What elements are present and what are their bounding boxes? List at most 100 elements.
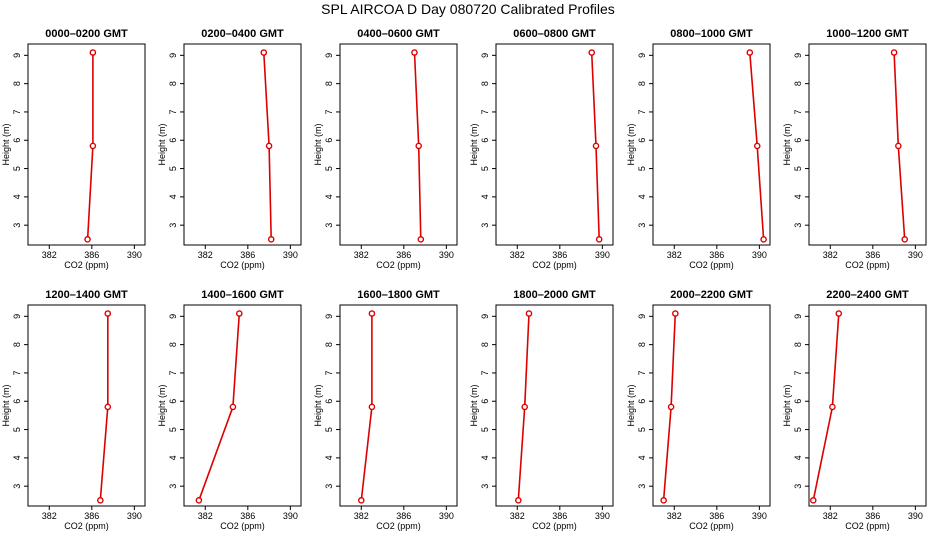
y-tick-label: 4	[793, 194, 803, 199]
data-point	[104, 403, 112, 411]
y-tick-label: 3	[793, 223, 803, 228]
x-axis-label: CO2 (ppm)	[845, 260, 890, 270]
y-tick-label: 6	[168, 399, 178, 404]
x-tick-label: 386	[396, 250, 411, 260]
panel-title: 2000–2200 GMT	[670, 289, 753, 301]
y-tick-label: 8	[480, 342, 490, 347]
y-tick-label: 5	[324, 166, 334, 171]
chart-panel: 2200–2400 GMT 382 386 390 3 4 5 6 7 8 9 CO2 (ppm) He…	[782, 289, 927, 531]
y-tick-label: 7	[637, 370, 647, 375]
y-tick-label: 3	[637, 484, 647, 489]
y-tick-label: 8	[12, 342, 22, 347]
chart-panel: 0200–0400 GMT 382 386 390 3 4 5 6 7 8 9 CO2 (ppm) He…	[157, 28, 302, 270]
data-point	[829, 403, 836, 411]
data-point	[415, 142, 423, 150]
chart-panel: 0000–0200 GMT 382 386 390 3 4 5 6 7 8 9 CO2 (ppm) He…	[1, 28, 146, 270]
x-tick-label: 390	[127, 511, 142, 521]
y-axis-label: Height (m)	[626, 123, 636, 165]
y-tick-label: 3	[480, 484, 490, 489]
y-tick-label: 4	[480, 455, 490, 460]
y-tick-label: 9	[637, 53, 647, 58]
plot-frame	[495, 304, 614, 507]
y-tick-label: 8	[637, 81, 647, 86]
y-tick-label: 7	[324, 370, 334, 375]
data-point	[417, 236, 425, 243]
y-tick-label: 5	[12, 166, 22, 171]
x-tick-label: 390	[283, 250, 298, 260]
x-tick-label: 382	[198, 511, 213, 521]
plot-frame	[652, 43, 771, 246]
y-tick-label: 5	[637, 427, 647, 432]
x-tick-label: 382	[198, 250, 213, 260]
x-tick-label: 386	[84, 250, 99, 260]
data-point	[229, 403, 237, 411]
y-tick-label: 7	[637, 109, 647, 114]
y-tick-label: 8	[793, 81, 803, 86]
x-tick-label: 382	[667, 511, 682, 521]
x-tick-label: 390	[595, 511, 610, 521]
panel-title: 1600–1800 GMT	[357, 289, 440, 301]
y-axis-label: Height (m)	[469, 123, 479, 165]
plot-frame	[808, 43, 927, 246]
panel-title: 2200–2400 GMT	[826, 289, 909, 301]
y-tick-label: 3	[793, 484, 803, 489]
y-tick-label: 6	[480, 399, 490, 404]
data-point	[357, 497, 365, 504]
panel-title: 1400–1600 GMT	[201, 289, 284, 301]
x-tick-label: 386	[552, 511, 567, 521]
y-tick-label: 9	[637, 314, 647, 319]
data-point	[901, 236, 909, 243]
y-tick-label: 3	[637, 223, 647, 228]
chart-panel: 0600–0800 GMT 382 386 390 3 4 5 6 7 8 9 CO2 (ppm) He…	[469, 28, 614, 270]
data-point	[368, 403, 376, 411]
y-tick-label: 6	[324, 399, 334, 404]
y-tick-label: 3	[324, 223, 334, 228]
y-tick-label: 7	[480, 109, 490, 114]
y-axis-label: Height (m)	[157, 123, 167, 165]
y-tick-label: 7	[480, 370, 490, 375]
y-tick-label: 9	[168, 314, 178, 319]
y-tick-label: 7	[168, 109, 178, 114]
chart-panel: 1400–1600 GMT 382 386 390 3 4 5 6 7 8 9 CO2 (ppm) He…	[157, 289, 302, 531]
data-point	[753, 142, 761, 150]
panel-title: 0400–0600 GMT	[357, 28, 440, 40]
x-tick-label: 382	[354, 250, 369, 260]
y-tick-label: 3	[168, 223, 178, 228]
y-tick-label: 5	[324, 427, 334, 432]
panel-title: 0000–0200 GMT	[45, 28, 128, 40]
y-tick-label: 6	[637, 138, 647, 143]
data-point	[672, 310, 679, 317]
x-axis-label: CO2 (ppm)	[689, 260, 734, 270]
y-tick-label: 4	[324, 194, 334, 199]
y-tick-label: 6	[637, 399, 647, 404]
x-axis-label: CO2 (ppm)	[845, 521, 890, 531]
plot-frame	[27, 43, 146, 246]
plot-frame	[27, 304, 146, 507]
y-tick-label: 5	[793, 427, 803, 432]
data-point	[660, 497, 667, 504]
data-point	[236, 310, 243, 317]
y-tick-label: 8	[480, 81, 490, 86]
x-tick-label: 390	[439, 250, 454, 260]
data-point	[895, 142, 902, 150]
x-tick-label: 390	[908, 250, 923, 260]
y-tick-label: 4	[324, 455, 334, 460]
figure-title: SPL AIRCOA D Day 080720 Calibrated Profi…	[321, 1, 615, 17]
y-axis-label: Height (m)	[313, 384, 323, 426]
data-point	[89, 49, 97, 56]
y-tick-label: 8	[168, 342, 178, 347]
y-tick-label: 7	[12, 109, 22, 114]
data-point	[746, 49, 754, 56]
y-axis-label: Height (m)	[782, 123, 792, 165]
data-point	[104, 310, 112, 317]
y-axis-label: Height (m)	[157, 384, 167, 426]
y-tick-label: 5	[480, 166, 490, 171]
data-point	[595, 236, 603, 243]
y-tick-label: 9	[12, 53, 22, 58]
x-axis-label: CO2 (ppm)	[689, 521, 734, 531]
x-tick-label: 390	[752, 511, 767, 521]
chart-panel: 0800–1000 GMT 382 386 390 3 4 5 6 7 8 9 CO2 (ppm) He…	[626, 28, 771, 270]
x-axis-label: CO2 (ppm)	[532, 521, 577, 531]
y-axis-label: Height (m)	[469, 384, 479, 426]
